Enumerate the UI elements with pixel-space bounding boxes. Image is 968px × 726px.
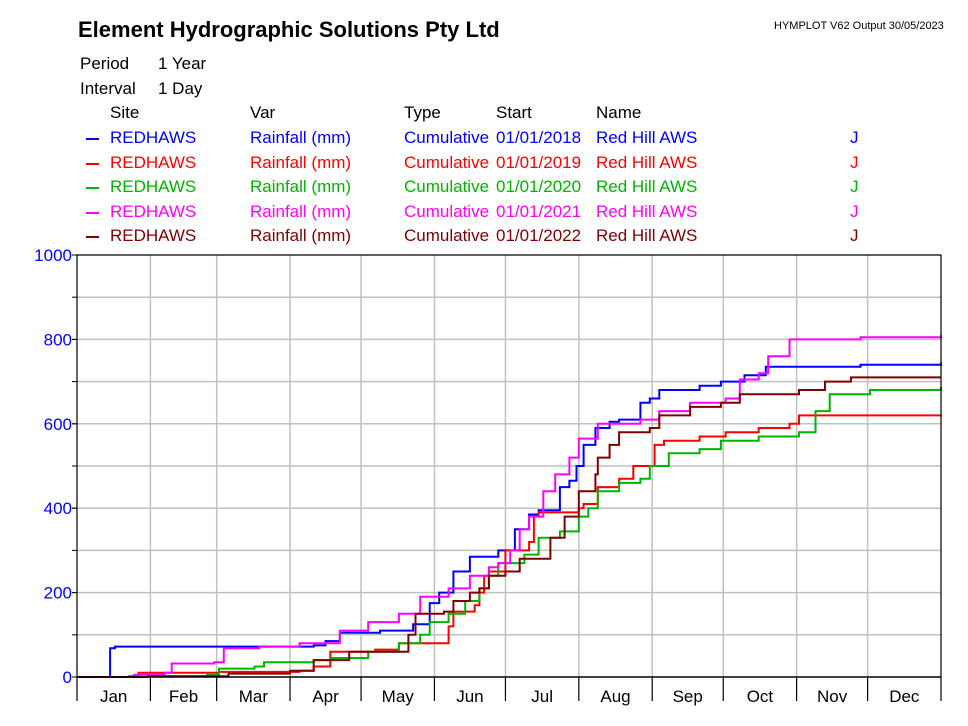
legend-flag: J <box>850 201 859 221</box>
x-tick-label: Oct <box>747 687 774 706</box>
legend-swatch <box>86 187 99 189</box>
x-tick-label: Aug <box>600 687 630 706</box>
legend-start: 01/01/2022 <box>496 226 582 245</box>
legend-start: 01/01/2018 <box>496 128 582 147</box>
period-value: 1 Year <box>158 54 207 73</box>
series-line-01-01-2022 <box>77 376 941 678</box>
series-line-01-01-2020 <box>77 386 942 678</box>
legend-site: REDHAWS <box>110 152 197 172</box>
legend-header-site: Site <box>110 103 140 122</box>
x-tick-label: Feb <box>169 687 198 706</box>
interval-value: 1 Day <box>158 79 203 98</box>
x-tick-label: Jul <box>531 687 553 706</box>
legend-site: REDHAWS <box>110 226 197 245</box>
legend-name: Red Hill AWS <box>596 226 698 245</box>
y-tick-label: 800 <box>44 330 72 349</box>
legend-start: 01/01/2021 <box>496 201 582 221</box>
legend-site: REDHAWS <box>110 177 197 196</box>
legend-swatch <box>86 162 99 165</box>
x-tick-label: Apr <box>312 687 339 706</box>
x-tick-label: Sep <box>673 687 703 706</box>
report-title: Element Hydrographic Solutions Pty Ltd <box>78 17 500 42</box>
y-tick-label: 200 <box>44 584 72 603</box>
legend-flag: J <box>850 152 859 172</box>
legend-name: Red Hill AWS <box>596 128 698 147</box>
x-tick-label: Dec <box>889 687 920 706</box>
legend-type: Cumulative <box>404 201 490 221</box>
interval-label: Interval <box>80 79 136 98</box>
legend-type: Cumulative <box>404 128 490 147</box>
legend-name: Red Hill AWS <box>596 152 698 172</box>
version-output-date: HYMPLOT V62 Output 30/05/2023 <box>774 20 944 32</box>
legend-swatch <box>86 236 99 238</box>
plot-frame <box>76 254 942 677</box>
legend-type: Cumulative <box>404 152 490 172</box>
legend-name: Red Hill AWS <box>596 201 698 221</box>
series-line-01-01-2019 <box>77 414 942 678</box>
y-tick-label: 1000 <box>34 246 72 265</box>
legend-header-var: Var <box>250 103 276 122</box>
x-tick-label: May <box>382 687 415 706</box>
legend-header-start: Start <box>496 103 532 122</box>
legend-flag: J <box>850 128 859 147</box>
legend-site: REDHAWS <box>110 201 197 221</box>
legend-var: Rainfall (mm) <box>250 201 352 221</box>
y-tick-label: 600 <box>44 415 72 434</box>
legend-header-name: Name <box>596 103 642 122</box>
legend-flag: J <box>850 177 859 196</box>
legend-header-type: Type <box>404 103 441 122</box>
x-tick-label: Jan <box>100 687 127 706</box>
legend-flag: J <box>850 226 859 245</box>
legend-start: 01/01/2020 <box>496 177 582 196</box>
y-tick-label: 400 <box>44 499 72 518</box>
legend-type: Cumulative <box>404 177 490 196</box>
series-line-01-01-2021 <box>77 335 942 678</box>
x-tick-label: Jun <box>456 687 483 706</box>
x-tick-label: Mar <box>239 687 269 706</box>
legend-swatch <box>86 138 99 140</box>
legend-var: Rainfall (mm) <box>250 128 352 147</box>
legend-type: Cumulative <box>404 226 490 245</box>
legend-var: Rainfall (mm) <box>250 152 352 172</box>
x-tick-label: Nov <box>817 687 848 706</box>
series-line-01-01-2018 <box>77 362 942 678</box>
legend-var: Rainfall (mm) <box>250 177 352 196</box>
legend-swatch <box>86 211 99 214</box>
legend-name: Red Hill AWS <box>596 177 698 196</box>
legend-site: REDHAWS <box>110 128 197 147</box>
period-label: Period <box>80 54 130 73</box>
legend-start: 01/01/2019 <box>496 152 582 172</box>
legend-var: Rainfall (mm) <box>250 226 352 245</box>
y-tick-label: 0 <box>63 668 72 687</box>
